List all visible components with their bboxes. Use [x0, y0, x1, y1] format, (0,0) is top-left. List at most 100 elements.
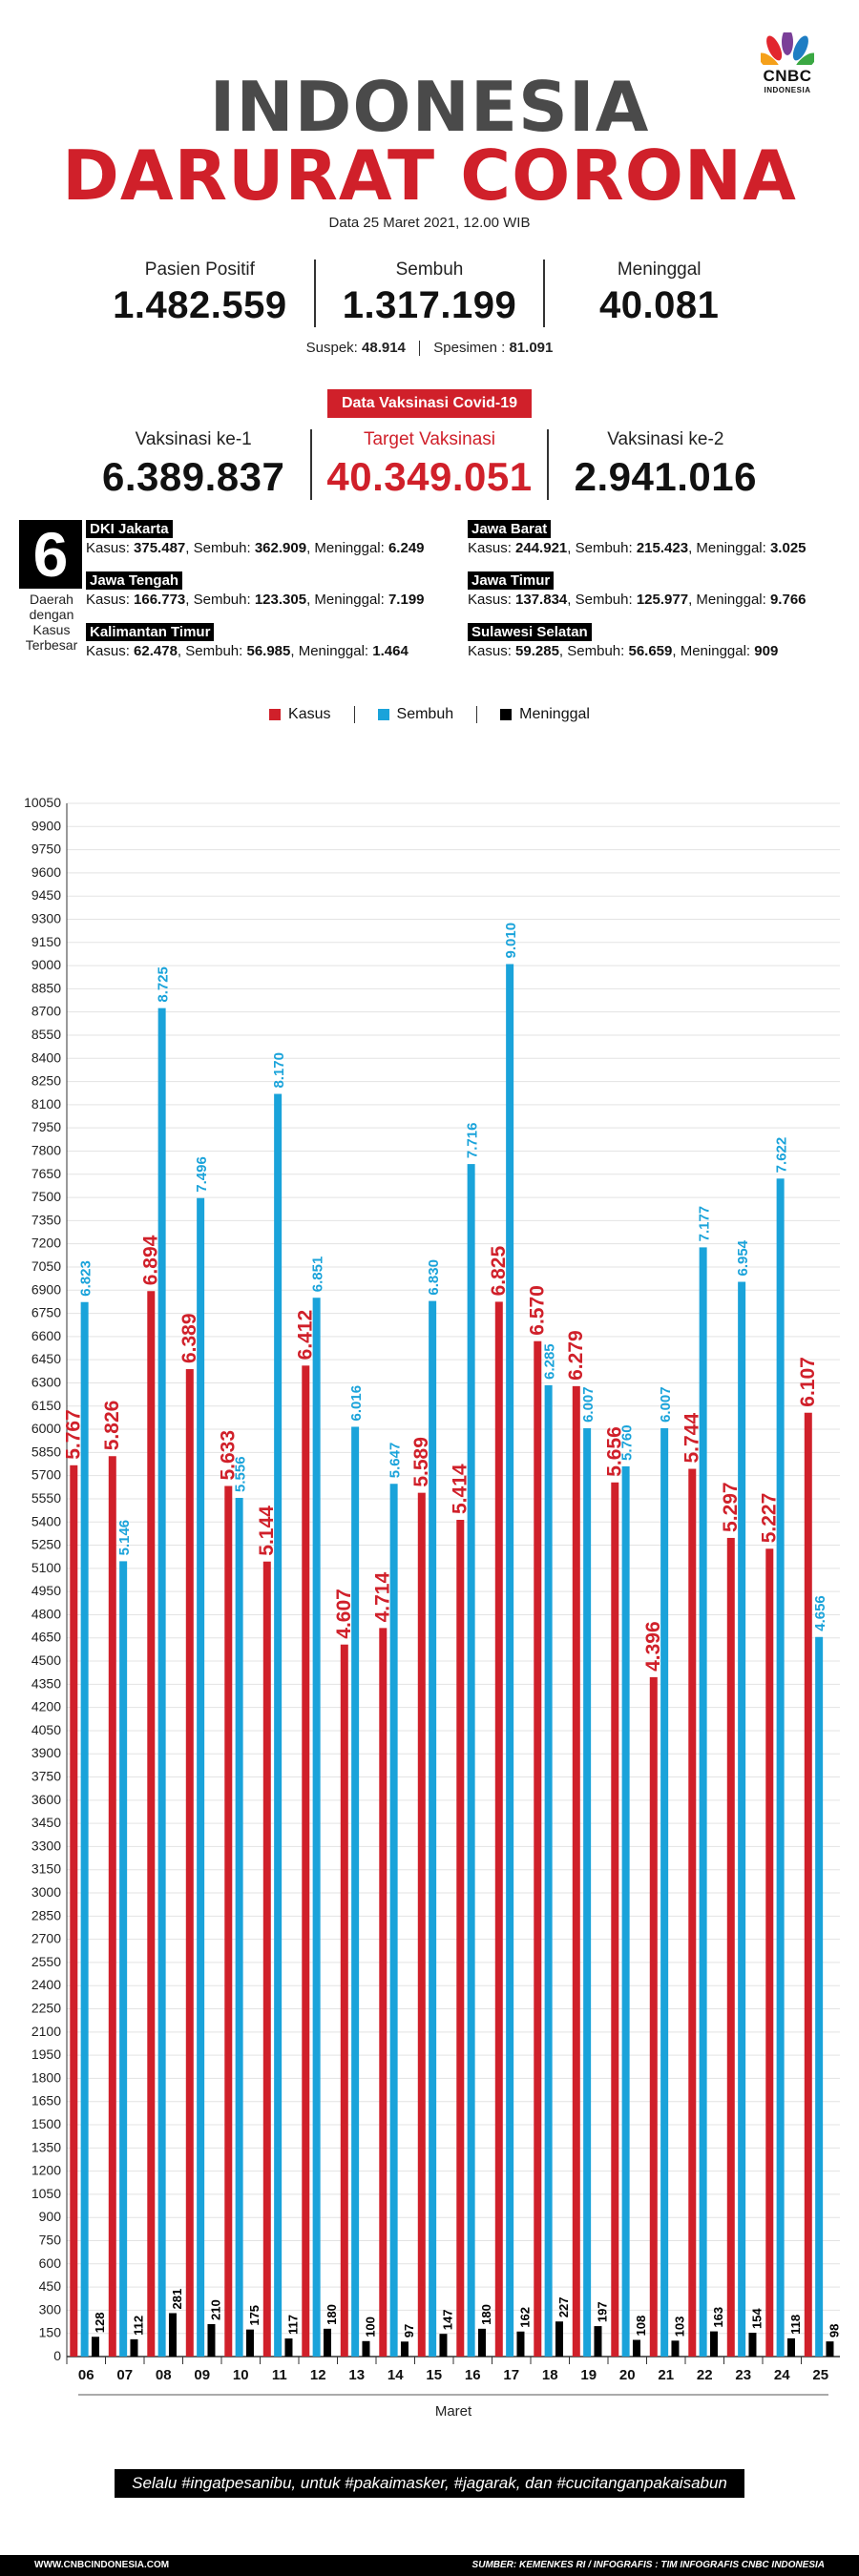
y-tick-label: 7800 [31, 1142, 61, 1157]
region-item: DKI Jakarta Kasus: 375.487, Sembuh: 362.… [86, 520, 425, 556]
bar-kasus [765, 1548, 774, 2357]
bar-sembuh [119, 1561, 128, 2357]
stat-sembuh: Sembuh 1.317.199 [313, 260, 544, 327]
y-tick-label: 6600 [31, 1328, 61, 1343]
kasus-label: Kasus: [468, 643, 512, 659]
footer-source: SUMBER: KEMENKES RI / INFOGRAFIS : TIM I… [471, 2560, 825, 2570]
data-label-sembuh: 6.285 [542, 1343, 558, 1380]
y-tick-label: 4800 [31, 1606, 61, 1621]
data-label-meninggal: 108 [634, 2316, 648, 2337]
kasus-value: 375.487 [134, 540, 186, 556]
data-label-kasus: 6.389 [178, 1313, 200, 1363]
kasus-value: 166.773 [134, 592, 186, 608]
bar-kasus [340, 1644, 348, 2357]
bar-kasus [688, 1468, 697, 2357]
sembuh-value: 56.659 [628, 643, 673, 659]
meninggal-label: Meninggal: [314, 592, 385, 608]
data-label-sembuh: 6.954 [735, 1239, 751, 1276]
bar-meninggal [709, 2331, 718, 2357]
region-detail: Kasus: 375.487, Sembuh: 362.909, Meningg… [86, 540, 425, 556]
y-tick-label: 1800 [31, 2069, 61, 2085]
bar-kasus [147, 1291, 156, 2357]
region-item: Kalimantan Timur Kasus: 62.478, Sembuh: … [86, 623, 409, 659]
y-tick-label: 3750 [31, 1769, 61, 1784]
data-label-kasus: 5.767 [62, 1409, 84, 1460]
region-name: Kalimantan Timur [86, 623, 215, 641]
bar-sembuh [506, 964, 514, 2357]
data-label-meninggal: 117 [285, 2315, 300, 2335]
bar-meninggal [207, 2323, 216, 2357]
y-tick-label: 6150 [31, 1398, 61, 1413]
data-label-meninggal: 175 [247, 2305, 262, 2326]
y-tick-label: 5400 [31, 1513, 61, 1528]
y-tick-label: 5550 [31, 1490, 61, 1506]
y-tick-label: 6750 [31, 1305, 61, 1320]
vax-dose2: Vaksinasi ke-2 2.941.016 [546, 429, 783, 500]
bar-sembuh [467, 1164, 475, 2357]
data-label-kasus: 5.297 [720, 1482, 742, 1532]
y-tick-label: 8850 [31, 980, 61, 995]
meninggal-value: 909 [754, 643, 779, 659]
data-label-kasus: 6.825 [488, 1246, 510, 1297]
bar-sembuh [583, 1427, 592, 2357]
regions-count: 6 [19, 520, 82, 589]
y-tick-label: 1950 [31, 2046, 61, 2062]
bar-sembuh [815, 1636, 824, 2357]
y-tick-label: 3300 [31, 1838, 61, 1853]
data-label-kasus: 5.826 [101, 1401, 123, 1451]
bar-kasus [494, 1301, 503, 2357]
bar-meninggal [786, 2337, 795, 2357]
x-tick-label: 09 [194, 2367, 210, 2383]
bar-kasus [70, 1465, 78, 2357]
kasus-label: Kasus: [468, 540, 512, 556]
bar-sembuh [776, 1178, 785, 2357]
x-tick-label: 21 [658, 2367, 674, 2383]
stat-positif: Pasien Positif 1.482.559 [86, 260, 314, 327]
data-label-sembuh: 6.007 [658, 1386, 674, 1423]
y-tick-label: 7200 [31, 1236, 61, 1251]
bar-kasus [726, 1537, 735, 2357]
data-label-sembuh: 7.716 [465, 1123, 481, 1159]
vax-value: 6.389.837 [101, 454, 285, 499]
stat-meninggal: Meninggal 40.081 [543, 260, 773, 327]
data-label-meninggal: 197 [595, 2301, 609, 2322]
x-tick-label: 07 [116, 2367, 133, 2383]
bar-kasus [456, 1519, 465, 2357]
legend-label: Kasus [288, 706, 331, 722]
vax-label: Target Vaksinasi [363, 429, 495, 449]
divider [419, 341, 421, 357]
data-label-meninggal: 128 [93, 2313, 107, 2334]
kasus-label: Kasus: [468, 592, 512, 608]
legend-swatch [377, 709, 389, 720]
y-tick-label: 2400 [31, 1977, 61, 1992]
x-tick-label: 19 [580, 2367, 597, 2383]
x-tick-label: 22 [697, 2367, 713, 2383]
x-tick-label: 24 [774, 2367, 790, 2383]
y-tick-label: 9300 [31, 910, 61, 925]
sembuh-value: 123.305 [254, 592, 307, 608]
x-tick-label: 23 [735, 2367, 751, 2383]
y-tick-label: 600 [39, 2255, 62, 2271]
x-tick-label: 18 [542, 2367, 558, 2383]
y-tick-label: 7350 [31, 1212, 61, 1227]
region-detail: Kasus: 59.285, Sembuh: 56.659, Meninggal… [468, 643, 779, 659]
data-label-kasus: 5.633 [217, 1430, 239, 1481]
top-regions: 6 Daerah dengan Kasus Terbesar DKI Jakar… [10, 520, 849, 673]
bar-meninggal [555, 2321, 563, 2357]
slogan: Selalu #ingatpesanibu, untuk #pakaimaske… [115, 2469, 744, 2498]
cnbc-logo: CNBC INDONESIA [749, 32, 826, 94]
bar-sembuh [699, 1247, 707, 2357]
bar-sembuh [157, 1008, 166, 2357]
data-label-meninggal: 281 [170, 2289, 184, 2310]
y-tick-label: 3600 [31, 1792, 61, 1807]
x-tick-label: 17 [503, 2367, 519, 2383]
region-name: Jawa Barat [468, 520, 552, 538]
logo-line1: CNBC [763, 67, 812, 85]
meninggal-label: Meninggal: [696, 540, 766, 556]
stat-label: Sembuh [395, 260, 464, 280]
y-tick-label: 8550 [31, 1027, 61, 1042]
data-label-sembuh: 5.146 [116, 1520, 133, 1556]
bar-kasus [185, 1369, 194, 2357]
sembuh-label: Sembuh: [193, 592, 251, 608]
data-label-sembuh: 6.823 [78, 1260, 94, 1297]
